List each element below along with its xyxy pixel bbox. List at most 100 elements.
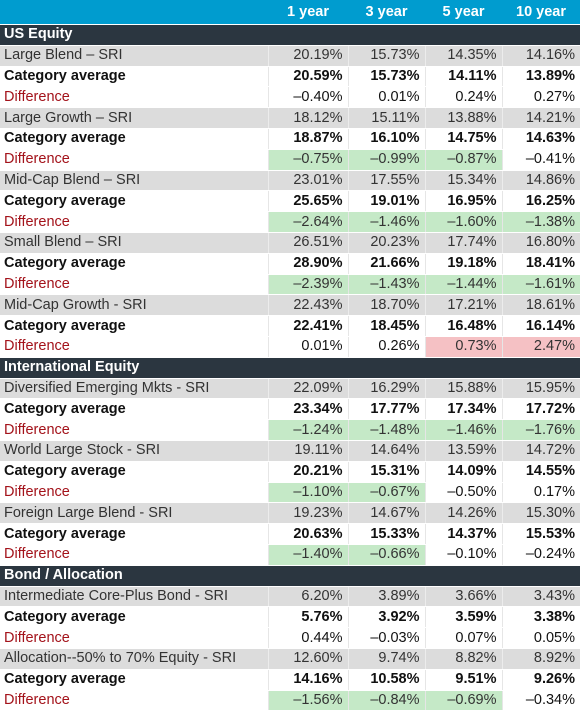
fund-return: 13.88% [424,107,502,129]
difference-value: –0.87% [424,149,502,171]
difference-value: 0.05% [501,627,580,649]
fund-name: Mid-Cap Blend – SRI [0,170,268,192]
fund-row: Large Growth – SRI 18.12% 15.11% 13.88% 14.2… [0,107,580,129]
fund-return: 12.60% [267,648,348,670]
category-average-label: Category average [0,253,268,275]
fund-return: 15.30% [501,502,580,525]
difference-value: 0.44% [267,627,348,649]
fund-row: Large Blend – SRI 20.19% 15.73% 14.35% 14.16… [0,45,580,67]
fund-name: Foreign Large Blend - SRI [0,502,268,525]
section-title: US Equity [0,24,580,46]
difference-value: –0.24% [501,544,580,566]
category-average-return: 14.16% [267,669,348,691]
category-average-label: Category average [0,523,268,545]
section-header: US Equity [0,24,580,46]
difference-value: –0.03% [347,627,425,649]
category-average-row: Category average 18.87% 16.10% 14.75% 14.63% [0,128,580,150]
category-average-label: Category average [0,461,268,483]
difference-value: 0.01% [347,86,425,109]
fund-return: 23.01% [267,170,348,192]
category-average-return: 15.33% [347,523,425,545]
fund-return: 14.21% [501,107,580,129]
category-average-return: 14.55% [501,461,580,483]
category-average-row: Category average 22.41% 18.45% 16.48% 16.14% [0,315,580,337]
section-header: Bond / Allocation [0,565,580,587]
header-5-year: 5 year [425,0,502,25]
category-average-row: Category average 23.34% 17.77% 17.34% 17.72% [0,398,580,421]
fund-name: World Large Stock - SRI [0,440,268,462]
fund-return: 17.21% [424,294,502,317]
header-label [0,0,268,25]
difference-value: 0.73% [424,336,502,358]
difference-value: 0.27% [501,86,580,109]
fund-return: 8.82% [424,648,502,670]
fund-return: 3.66% [424,586,502,608]
difference-value: 0.26% [347,336,425,358]
difference-value: –2.64% [267,211,348,233]
category-average-return: 15.53% [501,523,580,545]
category-average-row: Category average 20.21% 15.31% 14.09% 14.55% [0,461,580,483]
difference-value: –0.40% [267,86,348,109]
difference-value: –1.61% [501,274,580,296]
category-average-return: 20.59% [267,66,348,88]
category-average-return: 21.66% [347,253,425,275]
fund-row: Foreign Large Blend - SRI 19.23% 14.67% 14.… [0,502,580,525]
fund-return: 16.29% [347,378,425,400]
difference-label: Difference [0,627,268,649]
category-average-return: 3.92% [347,606,425,629]
fund-return: 18.12% [267,107,348,129]
fund-return: 3.43% [501,586,580,608]
difference-row: Difference –1.56% –0.84% –0.69% –0.34% [0,690,580,711]
category-average-row: Category average 20.59% 15.73% 14.11% 13.89% [0,66,580,88]
fund-name: Large Blend – SRI [0,45,268,67]
difference-row: Difference 0.44% –0.03% 0.07% 0.05% [0,627,580,649]
category-average-label: Category average [0,66,268,88]
fund-row: Mid-Cap Growth - SRI 22.43% 18.70% 17.21% 18… [0,294,580,317]
difference-value: –0.84% [347,690,425,711]
category-average-return: 28.90% [267,253,348,275]
fund-return: 15.11% [347,107,425,129]
fund-return: 20.23% [347,232,425,254]
section-title: Bond / Allocation [0,565,580,587]
category-average-return: 19.18% [424,253,502,275]
difference-value: –0.99% [347,149,425,171]
difference-label: Difference [0,690,268,711]
fund-return: 13.59% [424,440,502,462]
category-average-return: 20.21% [267,461,348,483]
difference-value: –1.46% [347,211,425,233]
fund-return: 19.23% [267,502,348,525]
difference-value: –0.75% [267,149,348,171]
difference-label: Difference [0,211,268,233]
difference-value: –1.46% [424,419,502,441]
difference-value: –1.24% [267,419,348,441]
difference-value: 0.17% [501,482,580,504]
fund-return: 14.86% [501,170,580,192]
difference-value: –0.67% [347,482,425,504]
difference-value: –1.60% [424,211,502,233]
category-average-return: 20.63% [267,523,348,545]
difference-value: –0.66% [347,544,425,566]
fund-return: 8.92% [501,648,580,670]
difference-label: Difference [0,482,268,504]
fund-row: Intermediate Core-Plus Bond - SRI 6.20% 3.… [0,586,580,608]
difference-row: Difference –0.75% –0.99% –0.87% –0.41% [0,149,580,171]
difference-row: Difference –2.39% –1.43% –1.44% –1.61% [0,274,580,296]
difference-value: 0.01% [267,336,348,358]
fund-return: 20.19% [267,45,348,67]
fund-return: 15.88% [424,378,502,400]
fund-return: 6.20% [267,586,348,608]
fund-name: Large Growth – SRI [0,107,268,129]
category-average-label: Category average [0,128,268,150]
category-average-return: 18.41% [501,253,580,275]
category-average-return: 15.31% [347,461,425,483]
category-average-return: 14.75% [424,128,502,150]
category-average-return: 16.14% [501,315,580,337]
category-average-return: 5.76% [267,606,348,629]
fund-return: 3.89% [347,586,425,608]
category-average-return: 9.26% [501,669,580,691]
category-average-label: Category average [0,606,268,629]
fund-return: 14.64% [347,440,425,462]
fund-row: Allocation--50% to 70% Equity - SRI 12.60… [0,648,580,670]
fund-row: Small Blend – SRI 26.51% 20.23% 17.74% 16.80… [0,232,580,254]
